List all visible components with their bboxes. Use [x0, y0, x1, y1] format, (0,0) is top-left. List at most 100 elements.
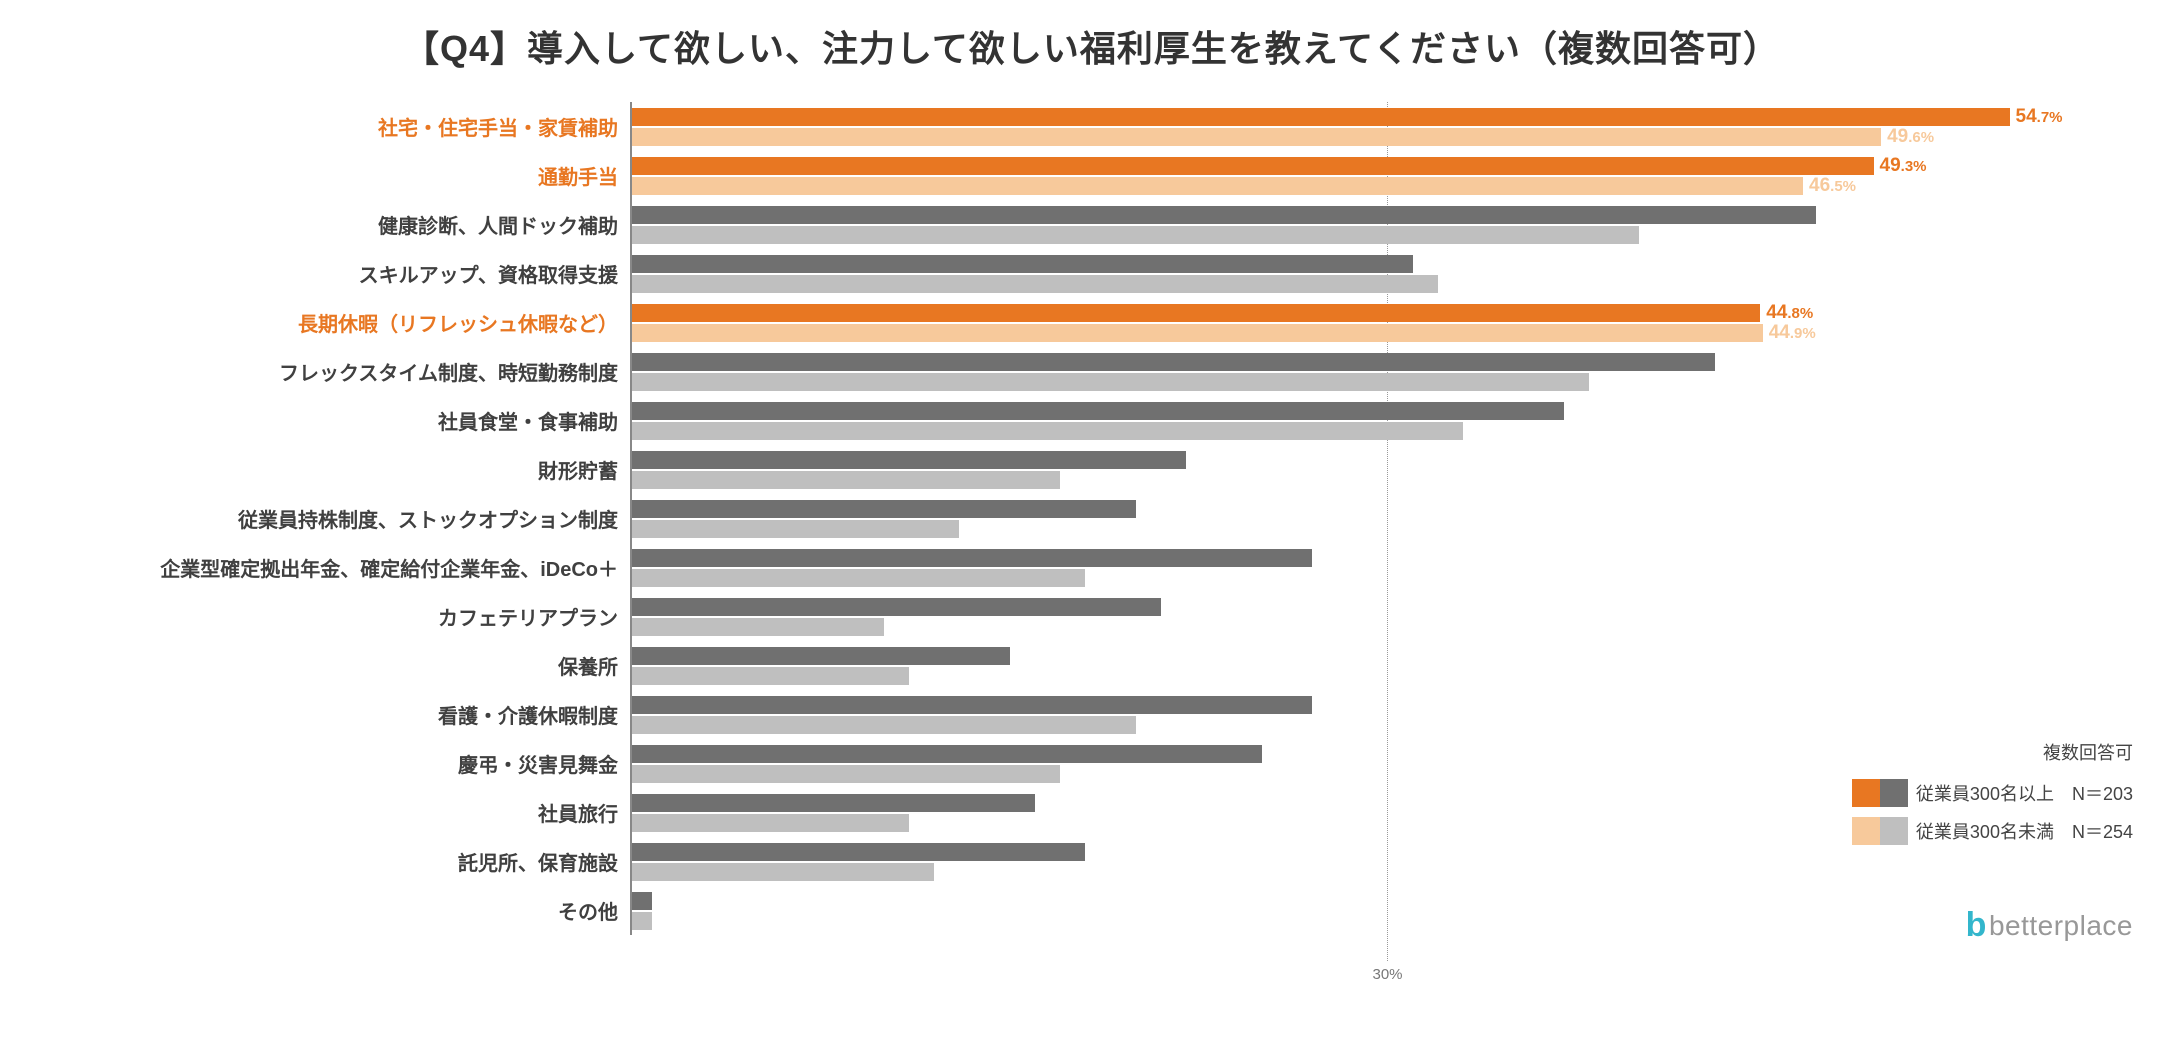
- bar-series-a: [632, 892, 652, 910]
- bars-cell: [630, 445, 2143, 494]
- bar-series-a: [632, 843, 1085, 861]
- bar-series-b: [632, 324, 1763, 342]
- chart-row: 慶弔・災害見舞金: [40, 739, 2143, 788]
- bars-wrapper: 30%社宅・住宅手当・家賃補助54.7%49.6%通勤手当49.3%46.5%健…: [40, 102, 2143, 935]
- bar-series-a: [632, 108, 2010, 126]
- bar-series-b: [632, 520, 959, 538]
- bar-value-a: 49.3%: [1880, 155, 1927, 177]
- bar-value-b: 49.6%: [1887, 126, 1934, 148]
- chart-row: スキルアップ、資格取得支援: [40, 249, 2143, 298]
- bar-series-b: [632, 814, 909, 832]
- bars-cell: [630, 886, 2143, 935]
- bar-series-a: [632, 353, 1715, 371]
- logo-icon: b: [1966, 906, 1987, 945]
- bar-series-b: [632, 667, 909, 685]
- bar-series-a: [632, 696, 1312, 714]
- category-label: その他: [40, 886, 630, 935]
- chart-row: 従業員持株制度、ストックオプション制度: [40, 494, 2143, 543]
- bar-series-a: [632, 647, 1010, 665]
- category-label: 社員食堂・食事補助: [40, 396, 630, 445]
- bars-cell: [630, 494, 2143, 543]
- legend: 複数回答可 従業員300名以上 N＝203 従業員300名未満 N＝254: [1852, 739, 2133, 855]
- bars-cell: 54.7% 49.6%: [630, 102, 2143, 151]
- bars-cell: 49.3% 46.5%: [630, 151, 2143, 200]
- chart-row: カフェテリアプラン: [40, 592, 2143, 641]
- bar-series-b: [632, 912, 652, 930]
- chart-area: 30%社宅・住宅手当・家賃補助54.7%49.6%通勤手当49.3%46.5%健…: [40, 102, 2143, 935]
- bar-series-a: [632, 255, 1413, 273]
- legend-label: 従業員300名未満 N＝254: [1916, 818, 2133, 844]
- chart-row: 看護・介護休暇制度: [40, 690, 2143, 739]
- legend-row: 従業員300名未満 N＝254: [1852, 817, 2133, 845]
- chart-row: 社員旅行: [40, 788, 2143, 837]
- bar-series-a: [632, 549, 1312, 567]
- bar-series-a: [632, 206, 1816, 224]
- bar-value-a: 54.7%: [2016, 106, 2063, 128]
- legend-row: 従業員300名以上 N＝203: [1852, 779, 2133, 807]
- bar-series-a: [632, 304, 1760, 322]
- bar-series-b: [632, 275, 1438, 293]
- bar-series-b: [632, 716, 1136, 734]
- bar-series-b: [632, 765, 1060, 783]
- bar-series-a: [632, 402, 1564, 420]
- category-label: 財形貯蓄: [40, 445, 630, 494]
- chart-row: 財形貯蓄: [40, 445, 2143, 494]
- category-label: フレックスタイム制度、時短勤務制度: [40, 347, 630, 396]
- chart-row: フレックスタイム制度、時短勤務制度: [40, 347, 2143, 396]
- bars-cell: [630, 543, 2143, 592]
- bars-cell: [630, 396, 2143, 445]
- category-label: 保養所: [40, 641, 630, 690]
- bars-cell: [630, 690, 2143, 739]
- bars-cell: [630, 200, 2143, 249]
- bar-series-a: [632, 794, 1035, 812]
- chart-row: 健康診断、人間ドック補助: [40, 200, 2143, 249]
- category-label: カフェテリアプラン: [40, 592, 630, 641]
- bars-cell: [630, 347, 2143, 396]
- bar-series-b: [632, 422, 1463, 440]
- category-label: スキルアップ、資格取得支援: [40, 249, 630, 298]
- category-label: 社員旅行: [40, 788, 630, 837]
- chart-row: 企業型確定拠出年金、確定給付企業年金、iDeCo＋: [40, 543, 2143, 592]
- chart-row: 通勤手当 49.3% 46.5%: [40, 151, 2143, 200]
- logo-text: betterplace: [1989, 910, 2133, 942]
- category-label: 慶弔・災害見舞金: [40, 739, 630, 788]
- chart-title: 【Q4】導入して欲しい、注力して欲しい福利厚生を教えてください（複数回答可）: [40, 20, 2143, 72]
- bar-series-a: [632, 157, 1874, 175]
- legend-swatch: [1852, 779, 1880, 807]
- chart-row: 託児所、保育施設: [40, 837, 2143, 886]
- legend-swatch: [1880, 779, 1908, 807]
- chart-row: 長期休暇（リフレッシュ休暇など）44.8%44.9%: [40, 298, 2143, 347]
- category-label: 社宅・住宅手当・家賃補助: [40, 102, 630, 151]
- bar-series-b: [632, 471, 1060, 489]
- bar-series-b: [632, 226, 1639, 244]
- category-label: 長期休暇（リフレッシュ休暇など）: [40, 298, 630, 347]
- bars-cell: 44.8%44.9%: [630, 298, 2143, 347]
- category-label: 看護・介護休暇制度: [40, 690, 630, 739]
- category-label: 通勤手当: [40, 151, 630, 200]
- logo: b betterplace: [1966, 906, 2133, 945]
- bar-value-a: 44.8%: [1766, 302, 1813, 324]
- chart-row: 社宅・住宅手当・家賃補助 54.7% 49.6%: [40, 102, 2143, 151]
- category-label: 託児所、保育施設: [40, 837, 630, 886]
- category-label: 健康診断、人間ドック補助: [40, 200, 630, 249]
- bars-cell: [630, 641, 2143, 690]
- category-label: 企業型確定拠出年金、確定給付企業年金、iDeCo＋: [40, 543, 630, 592]
- chart-row: その他: [40, 886, 2143, 935]
- bar-series-b: [632, 618, 884, 636]
- bar-series-a: [632, 598, 1161, 616]
- gridline-label: 30%: [1372, 966, 1402, 983]
- bar-series-a: [632, 500, 1136, 518]
- legend-title: 複数回答可: [1852, 739, 2133, 765]
- bar-series-a: [632, 745, 1262, 763]
- bar-series-b: [632, 128, 1881, 146]
- legend-swatch: [1880, 817, 1908, 845]
- category-label: 従業員持株制度、ストックオプション制度: [40, 494, 630, 543]
- bar-series-b: [632, 569, 1085, 587]
- bar-series-b: [632, 373, 1589, 391]
- bars-cell: [630, 249, 2143, 298]
- bar-value-b: 46.5%: [1809, 175, 1856, 197]
- legend-label: 従業員300名以上 N＝203: [1916, 780, 2133, 806]
- chart-row: 社員食堂・食事補助: [40, 396, 2143, 445]
- bar-series-b: [632, 177, 1803, 195]
- legend-swatch: [1852, 817, 1880, 845]
